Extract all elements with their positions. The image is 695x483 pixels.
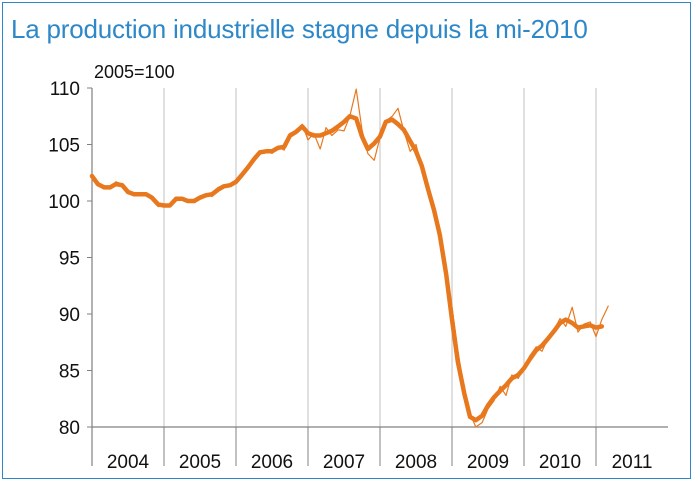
x-tick-label-2010: 2010 [539,452,581,473]
x-tick-label-2011: 2011 [612,452,653,473]
y-tick-label-100: 100 [48,192,80,213]
y-tick-label-85: 85 [59,362,80,383]
tick-labels: 80 85 90 95 100 105 110 2004 2005 2006 2007 2008 200… [48,79,652,473]
x-tick-label-2007: 2007 [323,452,365,473]
chart-title: La production industrielle stagne depuis… [11,14,588,44]
x-tick-label-2009: 2009 [467,452,509,473]
series-layer [89,88,609,428]
series-line-thin [91,88,609,428]
y-tick-label-90: 90 [59,305,80,326]
y-tick-label-95: 95 [59,249,80,270]
x-tick-label-2004: 2004 [107,452,150,473]
unit-label: 2005=100 [94,62,175,82]
x-tick-label-2008: 2008 [395,452,437,473]
x-tick-label-2006: 2006 [251,452,293,473]
x-tick-label-2005: 2005 [179,452,221,473]
series-line-thick [89,114,605,423]
y-tick-label-80: 80 [59,418,80,439]
y-tick-label-110: 110 [50,79,80,100]
y-tick-label-105: 105 [48,136,80,157]
axes [87,87,668,466]
chart-frame [2,2,691,479]
